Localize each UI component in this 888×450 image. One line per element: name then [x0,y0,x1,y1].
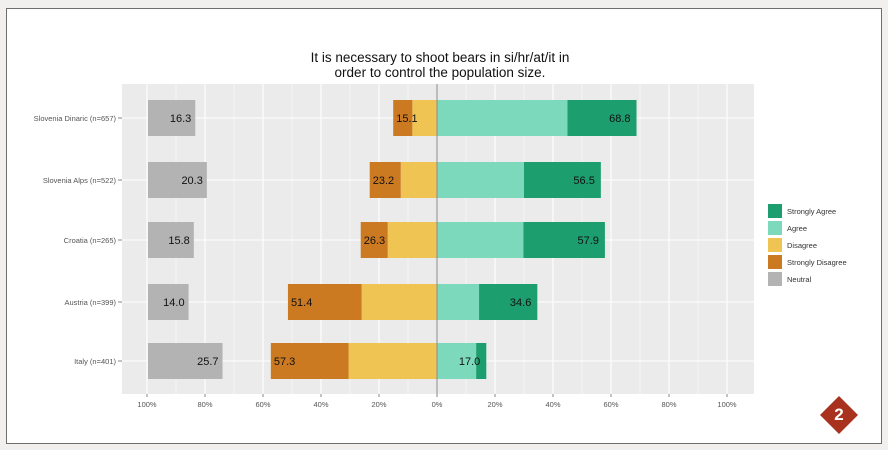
strongly-disagree-bar [360,222,388,258]
strongly-disagree-bar [287,284,362,320]
neutral-label: 15.8 [168,235,189,247]
strongly-agree-bar [476,343,487,379]
disagree-total-label: 57.3 [274,356,295,368]
strongly-agree-bar [524,162,601,198]
disagree-bar [387,222,437,258]
page-number: 2 [834,405,844,424]
x-tick-label: 80% [197,400,212,409]
bar-row [148,343,487,379]
page-number-badge: 2 [820,396,858,434]
agree-bar [437,284,480,320]
bar-row [148,162,601,198]
category-label: Slovenia Dinaric (n=657) [34,114,117,123]
strongly-agree-bar [567,100,637,136]
strongly-disagree-bar [270,343,349,379]
strongly-disagree-bar [369,162,401,198]
legend-swatch [768,238,782,252]
neutral-bar [148,162,207,198]
legend-label: Neutral [787,275,812,284]
agree-total-label: 56.5 [573,175,594,187]
legend-label: Strongly Agree [787,207,836,216]
bar-row [148,222,605,258]
bar-row [148,100,637,136]
neutral-label: 14.0 [163,297,184,309]
x-tick-label: 80% [661,400,676,409]
neutral-bar [148,222,194,258]
x-tick-label: 20% [371,400,386,409]
x-tick-label: 40% [545,400,560,409]
disagree-total-label: 15.1 [396,113,417,125]
chart-title: It is necessary to shoot bears in si/hr/… [250,50,630,80]
chart-title-line-1: It is necessary to shoot bears in si/hr/… [310,50,570,65]
agree-total-label: 57.9 [577,235,598,247]
disagree-bar [412,100,437,136]
agree-bar [437,343,477,379]
disagree-bar [348,343,437,379]
disagree-total-label: 51.4 [291,297,312,309]
strongly-disagree-bar [393,100,413,136]
legend-label: Disagree [787,241,817,250]
legend-swatch [768,255,782,269]
neutral-label: 25.7 [197,356,218,368]
x-tick-label: 100% [137,400,157,409]
category-label: Austria (n=399) [65,298,117,307]
legend-label: Strongly Disagree [787,258,847,267]
agree-bar [437,222,524,258]
x-tick-label: 60% [255,400,270,409]
neutral-label: 16.3 [170,113,191,125]
category-label: Croatia (n=265) [64,236,117,245]
disagree-total-label: 26.3 [364,235,385,247]
neutral-bar [148,100,196,136]
legend-swatch [768,221,782,235]
bar-row [148,284,538,320]
legend [768,204,782,286]
agree-bar [437,100,568,136]
x-tick-label: 0% [432,400,443,409]
agree-total-label: 17.0 [459,356,480,368]
x-tick-label: 40% [313,400,328,409]
agree-total-label: 34.6 [510,297,531,309]
x-tick-label: 20% [487,400,502,409]
neutral-bar [148,284,189,320]
strongly-agree-bar [523,222,605,258]
strongly-agree-bar [479,284,538,320]
legend-label: Agree [787,224,807,233]
neutral-label: 20.3 [181,175,202,187]
diamond-badge-icon [820,396,858,434]
agree-bar [437,162,524,198]
disagree-total-label: 23.2 [373,175,394,187]
legend-swatch [768,272,782,286]
legend-swatch [768,204,782,218]
disagree-bar [361,284,437,320]
agree-total-label: 68.8 [609,113,630,125]
neutral-bar [148,343,223,379]
category-label: Italy (n=401) [74,357,116,366]
category-label: Slovenia Alps (n=522) [43,176,117,185]
x-tick-label: 60% [603,400,618,409]
disagree-bar [400,162,437,198]
chart-title-line-2: order to control the population size. [334,65,546,80]
x-tick-label: 100% [717,400,737,409]
